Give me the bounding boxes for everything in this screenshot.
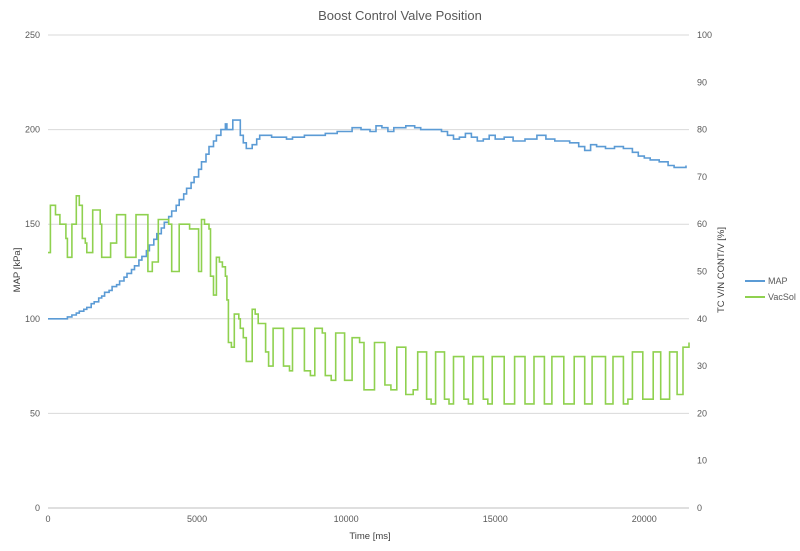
tick-labels: 0 50 100 150 200 250 0 10 20 30 40 50 60 70 80 90 100 0 50… <box>25 30 712 524</box>
y-tick-label-right: 80 <box>697 125 707 135</box>
y-tick-label-left: 200 <box>25 125 40 135</box>
y-tick-label-right: 10 <box>697 456 707 466</box>
x-tick-label: 5000 <box>187 514 207 524</box>
chart-title: Boost Control Valve Position <box>318 8 482 23</box>
y-tick-label-left: 0 <box>35 503 40 513</box>
y-tick-label-right: 40 <box>697 314 707 324</box>
gridlines <box>48 34 689 414</box>
y-tick-label-right: 30 <box>697 361 707 371</box>
y-tick-label-right: 60 <box>697 219 707 229</box>
y-axis-title-right: TC V/N CONT/V [%] <box>716 227 727 313</box>
y-tick-label-right: 20 <box>697 408 707 418</box>
y-tick-label-right: 70 <box>697 172 707 182</box>
x-tick-label: 20000 <box>632 514 657 524</box>
y-tick-label-right: 90 <box>697 77 707 87</box>
y-tick-label-left: 150 <box>25 219 40 229</box>
x-tick-label: 10000 <box>334 514 359 524</box>
y-tick-label-left: 50 <box>30 408 40 418</box>
y-tick-label-left: 250 <box>25 30 40 40</box>
y-tick-label-right: 100 <box>697 30 712 40</box>
legend-label-map: MAP <box>768 276 788 286</box>
series-line-vacsol <box>48 195 690 405</box>
x-axis-title: Time [ms] <box>349 531 390 542</box>
legend-label-vacsol: VacSol <box>768 292 796 302</box>
y-axis-title-left: MAP [kPa] <box>12 248 23 293</box>
x-tick-label: 0 <box>45 514 50 524</box>
series-line-map <box>48 119 687 320</box>
y-tick-label-right: 50 <box>697 267 707 277</box>
y-tick-label-right: 0 <box>697 503 702 513</box>
series-layer <box>48 119 690 405</box>
y-tick-label-left: 100 <box>25 314 40 324</box>
legend: MAP VacSol <box>745 276 796 302</box>
x-tick-label: 15000 <box>483 514 508 524</box>
